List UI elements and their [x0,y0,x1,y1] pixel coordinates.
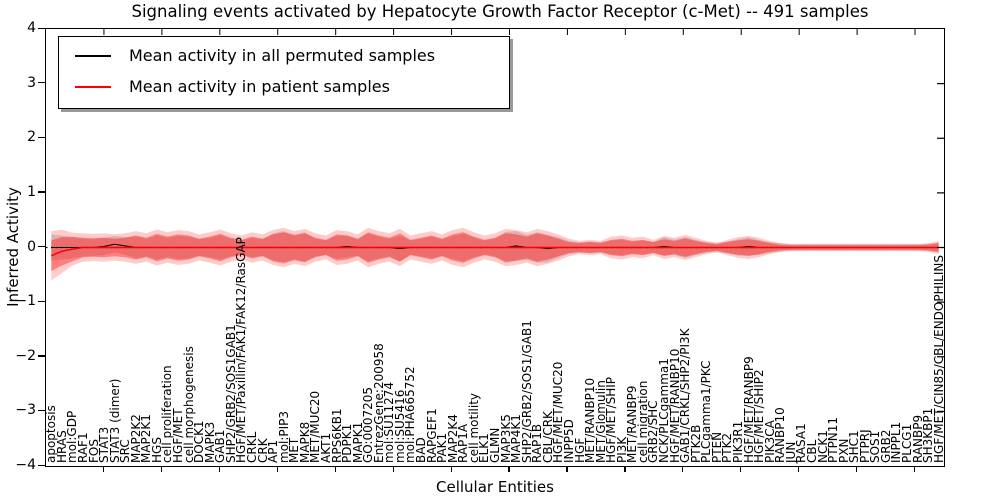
legend-label: Mean activity in patient samples [129,77,390,96]
x-tick-bottom [624,467,626,472]
y-tick-label: 2 [27,129,36,146]
x-category-label: HGF/MET/CIN85/CBL/ENDOPHILINS [931,255,946,463]
x-tick-bottom [682,467,684,472]
x-category-label: HGF/MET/Paxillin/FAK1/FAK12/RasGAP [234,237,249,463]
y-tick-mark [38,355,45,357]
x-tick-bottom [798,467,800,472]
x-axis-label: Cellular Entities [436,478,554,496]
y-tick-mark [38,464,45,466]
x-tick-bottom [276,467,278,472]
x-tick-bottom [450,467,452,472]
chart-title: Signaling events activated by Hepatocyte… [131,2,869,21]
x-tick-bottom [856,467,858,472]
legend-item-permuted: Mean activity in all permuted samples [75,45,493,67]
legend-item-patient: Mean activity in patient samples [75,76,493,98]
x-tick-bottom [392,467,394,472]
y-tick-mark [38,246,45,248]
y-tick-label: −2 [15,347,36,364]
black-line-swatch [75,55,111,57]
x-tick-bottom [102,467,105,472]
legend: Mean activity in all permuted samples Me… [58,36,510,109]
x-tick-bottom [160,467,163,472]
x-tick-bottom [508,467,510,472]
patient-mean-line [51,246,939,257]
y-tick-label: −1 [15,293,36,310]
y-tick-mark [38,300,45,302]
y-tick-mark [38,191,45,193]
x-tick-bottom [566,467,568,472]
y-tick-mark [38,136,45,139]
legend-label: Mean activity in all permuted samples [129,46,436,65]
y-tick-mark [38,82,45,84]
patient-std-band-outer [51,227,939,281]
red-line-swatch [75,86,111,88]
y-tick-mark [38,409,45,412]
x-tick-bottom [218,467,220,472]
y-tick-mark [38,27,45,29]
patient-std-band-inner [51,232,939,271]
chart-canvas [46,29,944,412]
x-tick-bottom [914,467,916,472]
y-tick-label: 4 [27,20,36,36]
y-tick-label: −3 [15,402,36,419]
y-tick-label: 1 [27,183,36,200]
x-tick-bottom [740,467,742,472]
x-tick-bottom [334,467,336,472]
y-tick-label: 0 [27,238,36,255]
y-tick-label: −4 [15,457,36,473]
y-tick-label: 3 [27,74,36,91]
